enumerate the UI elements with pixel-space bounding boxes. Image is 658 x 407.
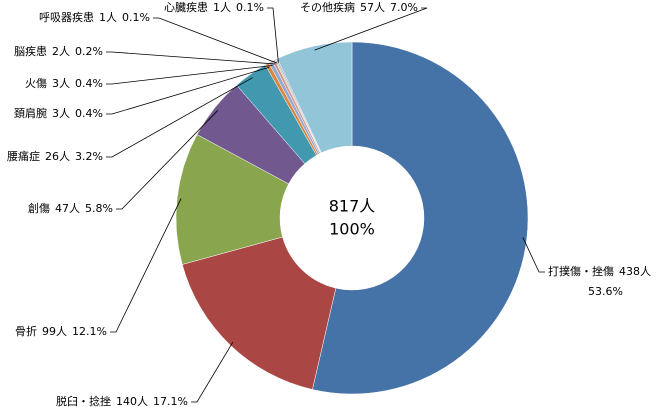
data-label: 呼吸器疾患 1人 0.1% bbox=[39, 10, 150, 24]
percent-label: 3.2% bbox=[75, 150, 103, 163]
data-label: 脳疾患 2人 0.2% bbox=[14, 44, 103, 58]
data-label: 頚肩腕 3人 0.4% bbox=[14, 106, 103, 120]
value-label: 57人 bbox=[360, 1, 385, 14]
data-label: 腰痛症 26人 3.2% bbox=[7, 149, 103, 163]
slice bbox=[276, 41, 353, 154]
leader-line bbox=[106, 51, 276, 65]
value-label: 3人 bbox=[52, 107, 70, 120]
value-label: 1人 bbox=[99, 11, 117, 24]
leader-line bbox=[267, 7, 279, 63]
percent-label: 0.4% bbox=[75, 107, 103, 120]
percent-label: 0.4% bbox=[75, 77, 103, 90]
slice bbox=[312, 41, 529, 395]
value-label: 438人 bbox=[619, 265, 651, 278]
value-label: 140人 bbox=[116, 395, 148, 407]
percent-label: 0.1% bbox=[122, 11, 150, 24]
data-label: 創傷 47人 5.8% bbox=[28, 201, 113, 215]
leader-line bbox=[106, 77, 253, 158]
total-label: 817人 bbox=[329, 197, 376, 216]
percent-label: 5.8% bbox=[85, 202, 113, 215]
leader-line bbox=[191, 341, 234, 403]
category-label: 呼吸器疾患 bbox=[39, 10, 94, 24]
value-label: 99人 bbox=[42, 325, 67, 338]
data-label: 心臓疾患 1人 0.1% bbox=[164, 0, 264, 14]
slice bbox=[175, 134, 289, 265]
value-label: 26人 bbox=[45, 150, 70, 163]
leader-line bbox=[153, 17, 278, 64]
labels: 打撲傷・挫傷 438人 53.6% 脱臼・捻挫 140人 17.1% 骨折 99人 12.1% 創… bbox=[7, 0, 651, 407]
percent-label: 7.0% bbox=[390, 1, 418, 14]
value-label: 47人 bbox=[55, 202, 80, 215]
data-label: 火傷 3人 0.4% bbox=[25, 76, 103, 90]
category-label: 心臓疾患 bbox=[164, 0, 208, 14]
percent-label: 17.1% bbox=[153, 395, 188, 407]
category-label: その他疾病 bbox=[300, 0, 355, 14]
slices bbox=[175, 41, 529, 395]
leader-line bbox=[106, 66, 270, 115]
value-label: 2人 bbox=[52, 45, 70, 58]
percent-label: 0.2% bbox=[75, 45, 103, 58]
category-label: 打撲傷・挫傷 bbox=[548, 264, 614, 278]
category-label: 骨折 bbox=[15, 324, 37, 338]
category-label: 腰痛症 bbox=[7, 149, 40, 163]
percent-label: 12.1% bbox=[72, 325, 107, 338]
data-label: 脱臼・捻挫 140人 17.1% bbox=[56, 394, 188, 407]
category-label: 頚肩腕 bbox=[14, 106, 47, 120]
percent-label: 0.1% bbox=[236, 1, 264, 14]
leader-line bbox=[116, 110, 218, 210]
data-label: その他疾病 57人 7.0% bbox=[300, 0, 418, 14]
leader-line bbox=[106, 65, 273, 85]
total-percent-label: 100% bbox=[329, 220, 375, 239]
percent-label: 53.6% bbox=[588, 285, 623, 298]
value-label: 1人 bbox=[213, 1, 231, 14]
leader-line bbox=[110, 198, 182, 333]
data-label: 骨折 99人 12.1% bbox=[15, 324, 107, 338]
category-label: 脳疾患 bbox=[14, 44, 47, 58]
data-label: 打撲傷・挫傷 438人 53.6% bbox=[548, 264, 651, 298]
slice bbox=[181, 236, 337, 390]
category-label: 火傷 bbox=[25, 76, 47, 90]
leader-line bbox=[522, 237, 545, 273]
category-label: 脱臼・捻挫 bbox=[56, 394, 111, 407]
value-label: 3人 bbox=[52, 77, 70, 90]
category-label: 創傷 bbox=[28, 201, 50, 215]
leader-line bbox=[314, 7, 428, 51]
